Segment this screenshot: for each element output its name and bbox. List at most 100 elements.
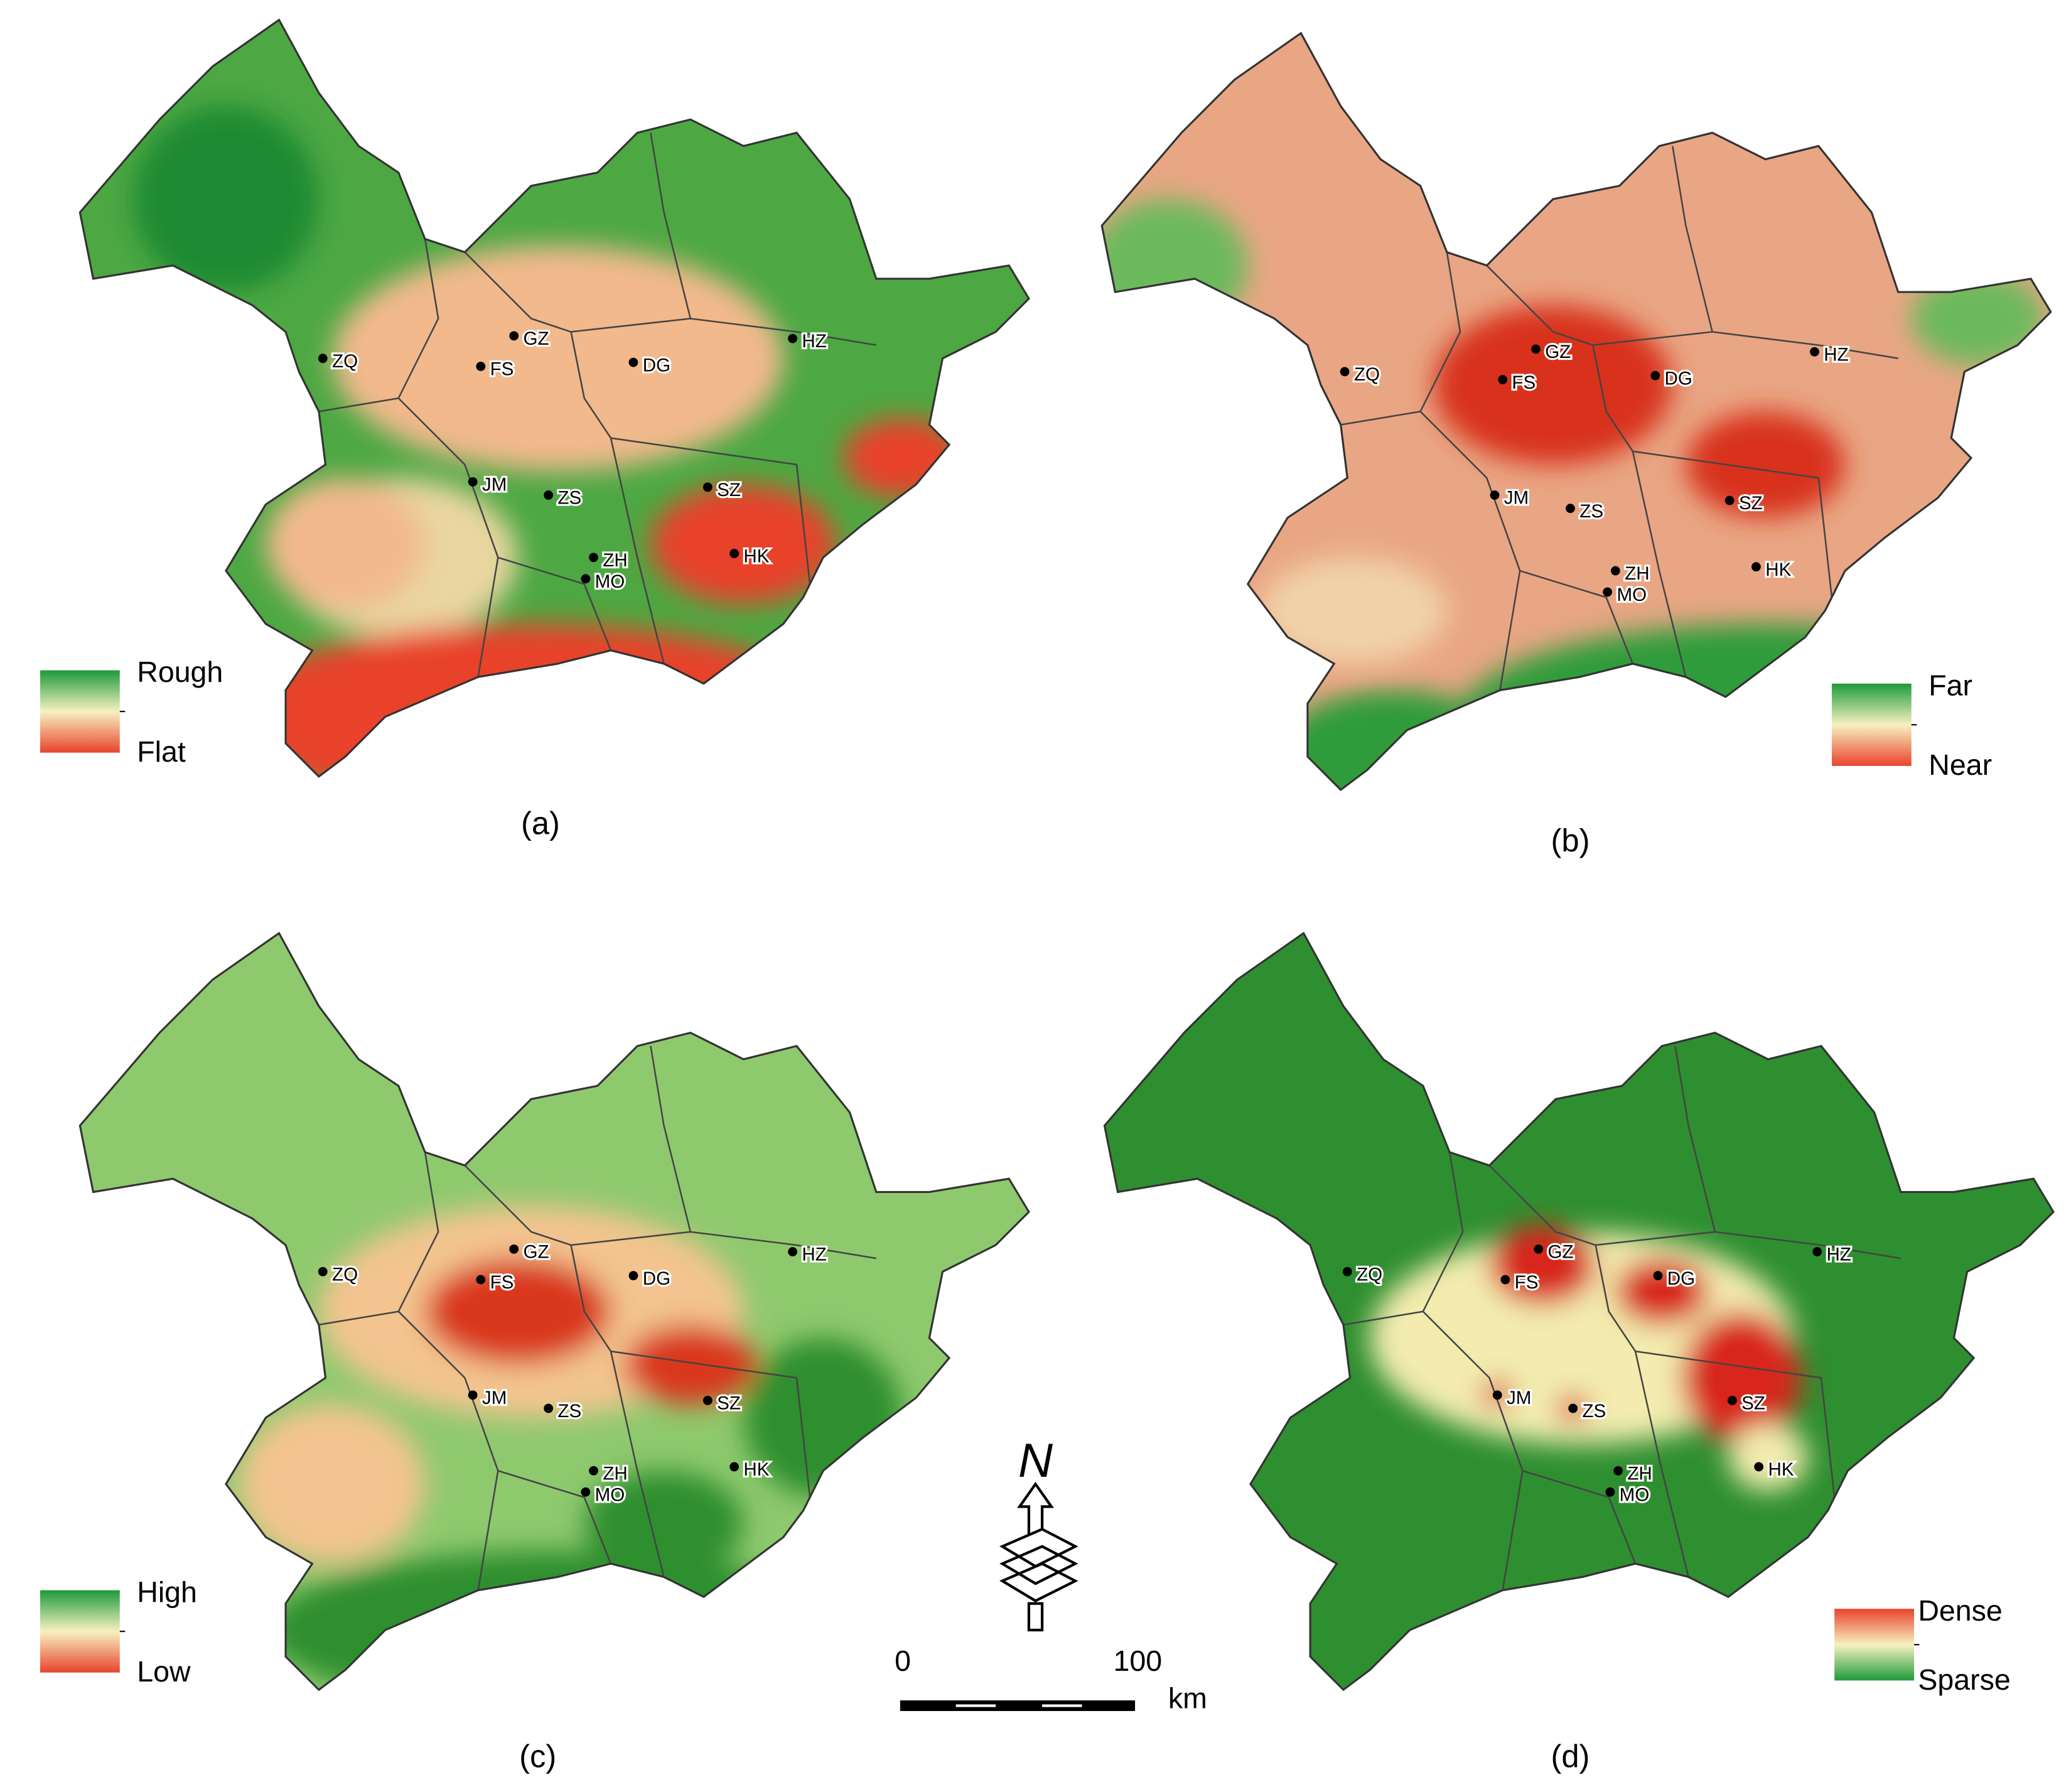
city-dot [476,1275,486,1285]
north-label: N [1018,1434,1053,1487]
city-label: ZS [1579,501,1603,522]
surface-patch [1686,411,1846,518]
surface-patch [1682,1311,1802,1445]
surface-patch [266,478,426,611]
city-label: ZH [1627,1464,1652,1484]
city-dot [729,1462,740,1472]
surface-patch [1261,557,1447,664]
city-label: ZQ [332,351,358,372]
city-label: ZH [603,550,627,571]
city-dot [628,1271,638,1281]
city-dot [1603,587,1613,597]
district-border [1522,1470,1637,1564]
panel-caption: (b) [1551,823,1590,858]
legend-ramp [40,670,120,753]
city-dot [702,482,713,492]
city-label: DG [643,1268,670,1289]
surface-patch [650,484,837,604]
district-border [1635,1350,1836,1498]
city-label: FS [1515,1272,1539,1293]
surface-patch [332,246,783,472]
city-dot [1727,1395,1737,1405]
district-border [610,437,811,585]
city-dot [1613,1465,1623,1476]
city-dot [1724,495,1735,505]
city-label: HK [1765,559,1791,580]
district-border [464,251,877,346]
surface-patch [239,1404,426,1564]
district-border [650,132,692,319]
surface-patch [132,106,319,293]
legend-top: High [137,1575,197,1608]
city-dot [1754,1462,1764,1472]
city-dot [1500,1275,1510,1285]
city-dot [1498,375,1508,385]
city-dot [1751,562,1761,572]
city-label: GZ [523,1241,549,1262]
city-label: ZS [557,488,581,509]
panel-caption: (c) [519,1739,556,1774]
city-label: JM [482,475,507,495]
surface-patch [1460,623,2051,790]
district-border [318,397,399,413]
city-label: ZQ [1357,1264,1382,1285]
district-border [1486,264,1898,360]
city-dot [1653,1271,1663,1281]
city-label: ZS [1582,1401,1606,1422]
city-label: MO [595,571,625,592]
district-border [1632,450,1833,598]
surface-patch [584,1471,744,1577]
surface-patch [1911,272,2045,365]
city-label: JM [1504,488,1529,509]
city-dot [1566,504,1575,514]
surface-patch [1728,1424,1808,1491]
city-label: JM [482,1388,507,1408]
legend-ramp [1831,683,1912,766]
legend-bottom: Near [1928,748,1992,781]
city-dot [1610,566,1620,576]
city-label: SZ [1741,1393,1765,1414]
city-dot [476,362,486,371]
city-label: MO [595,1484,625,1505]
region-outline [78,18,1030,778]
city-label: HK [743,546,769,567]
city-label: HK [1768,1459,1794,1480]
district-border [397,239,499,677]
surface-patch [266,1550,850,1690]
city-dot [1605,1487,1615,1497]
district-border [497,556,612,651]
district-border [1419,252,1521,691]
city-label: HK [743,1459,769,1480]
district-border [1422,1152,1524,1590]
city-label: HZ [802,1244,826,1265]
city-label: SZ [717,480,741,500]
scale-bar-segment [1042,1704,1082,1707]
city-dot [788,333,798,343]
city-label: HZ [1826,1244,1851,1265]
city-dot [509,331,519,341]
north-arrow-layers [999,1528,1079,1602]
legend-bottom: Flat [137,735,186,768]
scale-bar: 0 100 km [895,1644,1207,1714]
legend-top: Rough [137,656,223,688]
city-label: FS [490,359,514,380]
district-border [464,1165,877,1260]
city-dot [1490,490,1500,500]
city-label: MO [1616,585,1647,605]
district-border [610,1350,811,1498]
district-border [397,1152,499,1590]
city-label: ZS [557,1401,581,1422]
legend-ramp [1834,1609,1915,1681]
surface-patch [1615,1258,1709,1325]
city-dot [1568,1403,1578,1413]
city-label: SZ [717,1393,741,1414]
district-border [497,1470,612,1564]
scale-bar-segment [955,1704,996,1707]
city-dot [1650,370,1660,381]
district-border [1672,146,1713,332]
city-label: ZH [1625,563,1649,584]
region-outline [1100,31,2052,791]
